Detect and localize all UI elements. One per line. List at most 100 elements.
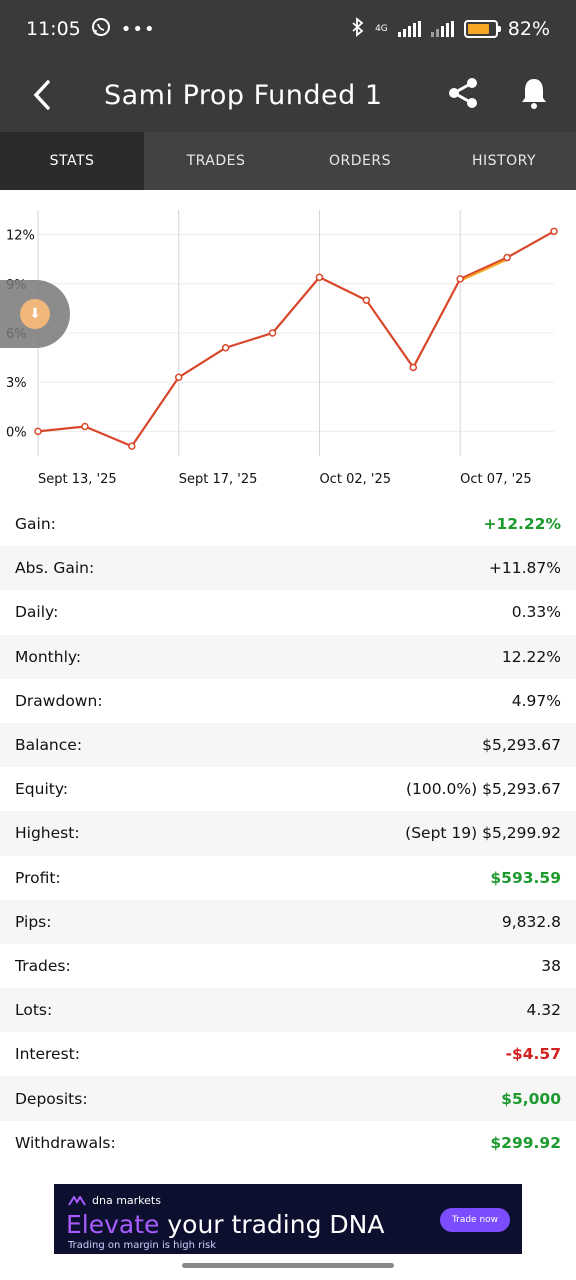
ad-creative[interactable]: dna markets Elevate your trading DNA Tra… — [54, 1184, 522, 1254]
status-time: 11:05 — [26, 18, 81, 40]
ad-cta-button[interactable]: Trade now — [440, 1208, 510, 1232]
battery-icon — [463, 20, 501, 38]
x-tick-label: Sept 17, '25 — [179, 472, 258, 487]
stat-label: Interest: — [15, 1045, 80, 1064]
data-point — [81, 422, 89, 431]
tab-history[interactable]: HISTORY — [472, 153, 536, 169]
stat-value: $593.59 — [490, 868, 561, 887]
chevron-left-icon — [33, 80, 50, 110]
stat-row-lots: Lots: 4.32 — [0, 988, 576, 1033]
stat-label: Highest: — [15, 824, 80, 843]
stat-value: +12.22% — [483, 515, 561, 534]
ad-banner[interactable]: dna markets Elevate your trading DNA Tra… — [0, 1182, 576, 1256]
network-type: 4G — [375, 24, 388, 34]
bell-icon — [522, 79, 546, 109]
signal-icon-2 — [430, 21, 454, 37]
stat-row-equity: Equity: (100.0%) $5,293.67 — [0, 767, 576, 812]
stat-row-drawdown: Drawdown: 4.97% — [0, 678, 576, 723]
dna-logo-icon — [68, 1195, 86, 1206]
tab-trades[interactable]: TRADES — [186, 153, 246, 169]
stat-row-abs-gain: Abs. Gain: +11.87% — [0, 546, 576, 591]
stat-row-gain: Gain: +12.22% — [0, 502, 576, 547]
stat-value: (Sept 19) $5,299.92 — [405, 824, 561, 843]
y-tick-label: 12% — [6, 229, 35, 244]
tab-bar: STATS TRADES ORDERS HISTORY — [0, 132, 576, 190]
tab-orders[interactable]: ORDERS — [329, 153, 391, 169]
battery-percent: 82% — [507, 18, 550, 40]
stat-row-daily: Daily: 0.33% — [0, 590, 576, 635]
notifications-button[interactable] — [520, 76, 548, 114]
stat-row-deposits: Deposits: $5,000 — [0, 1076, 576, 1121]
stat-value: 9,832.8 — [501, 912, 561, 931]
gesture-nav-bar[interactable] — [182, 1263, 394, 1268]
data-point — [221, 344, 230, 352]
bluetooth-icon — [351, 16, 365, 42]
stat-label: Lots: — [15, 1001, 53, 1020]
stat-label: Equity: — [15, 780, 69, 799]
ad-brand: dna markets — [68, 1194, 161, 1207]
data-point — [315, 273, 324, 281]
stat-value: 0.33% — [511, 603, 561, 622]
data-point — [174, 373, 183, 382]
stat-label: Trades: — [15, 956, 71, 975]
data-point — [456, 275, 464, 283]
share-icon — [449, 78, 477, 108]
stat-label: Pips: — [15, 912, 52, 931]
stat-row-profit: Profit: $593.59 — [0, 855, 576, 900]
back-button[interactable] — [0, 58, 84, 132]
x-tick-label: Sept 13, '25 — [38, 472, 117, 487]
stat-label: Deposits: — [15, 1089, 88, 1108]
floating-handle-button[interactable]: ⬇ — [0, 280, 70, 348]
stat-value: -$4.57 — [505, 1045, 561, 1064]
stat-row-interest: Interest: -$4.57 — [0, 1032, 576, 1077]
y-tick-label: 3% — [6, 376, 27, 391]
y-tick-label: 0% — [6, 425, 27, 440]
stat-label: Monthly: — [15, 647, 82, 666]
data-point — [268, 329, 277, 337]
more-dots-icon: ••• — [120, 18, 156, 40]
stats-list: Gain: +12.22% Abs. Gain: +11.87% Daily: 0.3… — [0, 502, 576, 1165]
stat-value: (100.0%) $5,293.67 — [405, 780, 561, 799]
status-bar: 11:05 ••• 4G 82% — [0, 0, 576, 58]
stat-value: $299.92 — [490, 1133, 561, 1152]
stat-row-highest: Highest: (Sept 19) $5,299.92 — [0, 811, 576, 856]
data-point — [503, 253, 511, 262]
series-highlight — [459, 258, 508, 282]
whatsapp-icon — [91, 17, 111, 42]
stat-label: Daily: — [15, 603, 59, 622]
ad-disclaimer: Trading on margin is high risk — [68, 1240, 216, 1251]
stat-label: Withdrawals: — [15, 1133, 116, 1152]
share-button[interactable] — [446, 76, 480, 114]
ad-headline: Elevate your trading DNA — [66, 1210, 385, 1239]
stat-value: +11.87% — [488, 559, 561, 578]
stat-value: $5,293.67 — [482, 736, 561, 755]
signal-icon — [397, 21, 421, 37]
stat-value: $5,000 — [501, 1089, 561, 1108]
stat-label: Gain: — [15, 515, 56, 534]
data-point — [362, 296, 371, 304]
stat-value: 38 — [541, 956, 561, 975]
series-line — [37, 230, 555, 448]
x-tick-label: Oct 07, '25 — [460, 472, 532, 487]
page-title: Sami Prop Funded 1 — [104, 79, 383, 111]
tab-stats[interactable]: STATS — [0, 132, 144, 190]
stat-row-monthly: Monthly: 12.22% — [0, 634, 576, 679]
data-point — [128, 442, 136, 450]
stat-value: 12.22% — [501, 647, 561, 666]
stat-row-pips: Pips: 9,832.8 — [0, 899, 576, 944]
stat-row-trades: Trades: 38 — [0, 943, 576, 989]
stat-value: 4.97% — [511, 691, 561, 710]
stat-value: 4.32 — [526, 1001, 561, 1020]
stat-label: Abs. Gain: — [15, 559, 95, 578]
stat-label: Profit: — [15, 868, 61, 887]
x-tick-label: Oct 02, '25 — [319, 472, 391, 487]
stat-label: Balance: — [15, 736, 83, 755]
data-point — [409, 363, 418, 372]
data-point — [34, 427, 42, 436]
data-point — [550, 227, 558, 236]
stat-row-withdrawals: Withdrawals: $299.92 — [0, 1120, 576, 1165]
download-icon: ⬇ — [20, 299, 50, 329]
stat-row-balance: Balance: $5,293.67 — [0, 722, 576, 768]
